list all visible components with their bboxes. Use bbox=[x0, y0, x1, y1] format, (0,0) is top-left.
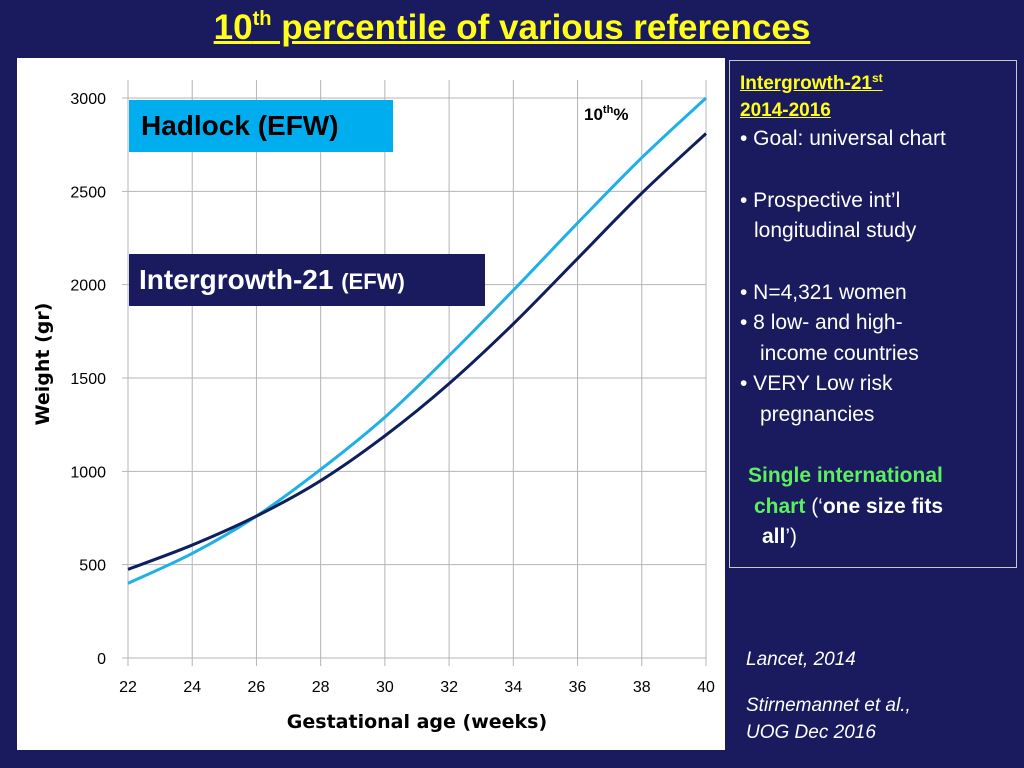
info-study-1: • Prospective int’l bbox=[740, 188, 901, 212]
info-single-1: Single international bbox=[748, 464, 943, 487]
y-tick-label: 2000 bbox=[70, 278, 106, 295]
annotation-sup: th bbox=[602, 104, 614, 116]
y-axis-title: Weight (gr) bbox=[32, 303, 54, 426]
info-risk-2: pregnancies bbox=[760, 402, 875, 426]
x-tick-label: 36 bbox=[569, 679, 587, 696]
x-tick-label: 22 bbox=[119, 679, 137, 696]
x-tick-label: 38 bbox=[633, 679, 651, 696]
x-tick-label: 28 bbox=[312, 679, 330, 696]
info-study-2: longitudinal study bbox=[754, 219, 917, 242]
annotation-rest: % bbox=[613, 105, 629, 124]
info-goal: • Goal: universal chart bbox=[740, 127, 946, 150]
series-line-hadlock bbox=[127, 96, 708, 585]
info-countries-2: income countries bbox=[760, 341, 919, 365]
y-tick-label: 1500 bbox=[70, 371, 106, 388]
legend-hadlock-label: Hadlock (EFW) bbox=[141, 110, 339, 141]
legend-intergrowth: Intergrowth-21 (EFW) bbox=[129, 254, 485, 306]
y-tick-label: 500 bbox=[79, 558, 106, 575]
info-single-2: chart (‘one size fits bbox=[754, 494, 944, 518]
title-main: 10 bbox=[213, 8, 253, 47]
info-heading-main: Intergrowth-21 bbox=[740, 73, 872, 94]
x-tick-label: 26 bbox=[248, 679, 266, 696]
info-heading: Intergrowth-21st bbox=[740, 65, 1016, 97]
reference-stirnemann-1: Stirnemannet et al., bbox=[746, 695, 911, 716]
y-tick-label: 3000 bbox=[70, 91, 106, 108]
legend-intergrowth-efw: (EFW) bbox=[341, 269, 405, 294]
legend-hadlock: Hadlock (EFW) bbox=[129, 100, 393, 152]
info-box: Intergrowth-21st 2014-2016 • Goal: unive… bbox=[729, 60, 1017, 568]
info-years: 2014-2016 bbox=[740, 100, 831, 121]
x-tick-label: 32 bbox=[440, 679, 458, 696]
line-chart: 22 24 26 28 30 32 34 36 38 40 0 500 1000 1500 2000 2500… bbox=[32, 80, 715, 733]
x-tick-label: 40 bbox=[697, 679, 715, 696]
info-heading-sup: st bbox=[871, 71, 883, 85]
percentile-annotation: 10th% bbox=[584, 104, 628, 125]
x-tick-label: 30 bbox=[376, 679, 394, 696]
title-rest: percentile of various references bbox=[271, 8, 811, 47]
info-risk-1: • VERY Low risk bbox=[740, 372, 893, 395]
title-sup: th bbox=[252, 8, 272, 30]
x-tick-label: 34 bbox=[504, 679, 522, 696]
y-tick-label: 2500 bbox=[70, 184, 106, 201]
info-single-3: all’) bbox=[762, 525, 798, 548]
y-tick-label: 1000 bbox=[70, 464, 106, 481]
x-tick-label: 24 bbox=[183, 679, 201, 696]
x-axis-title: Gestational age (weeks) bbox=[287, 711, 547, 733]
y-tick-label: 0 bbox=[97, 651, 106, 668]
info-countries-1: • 8 low- and high- bbox=[740, 311, 903, 334]
series-line-intergrowth bbox=[127, 132, 708, 571]
info-n: • N=4,321 women bbox=[740, 280, 907, 304]
reference-lancet: Lancet, 2014 bbox=[746, 649, 856, 670]
reference-stirnemann-2: UOG Dec 2016 bbox=[746, 722, 876, 743]
page-title: 10th percentile of various references bbox=[0, 8, 1024, 48]
chart-panel: 22 24 26 28 30 32 34 36 38 40 0 500 1000 1500 2000 2500… bbox=[17, 58, 725, 750]
legend-intergrowth-label: Intergrowth-21 bbox=[139, 264, 342, 295]
annotation-main: 10 bbox=[584, 105, 603, 124]
